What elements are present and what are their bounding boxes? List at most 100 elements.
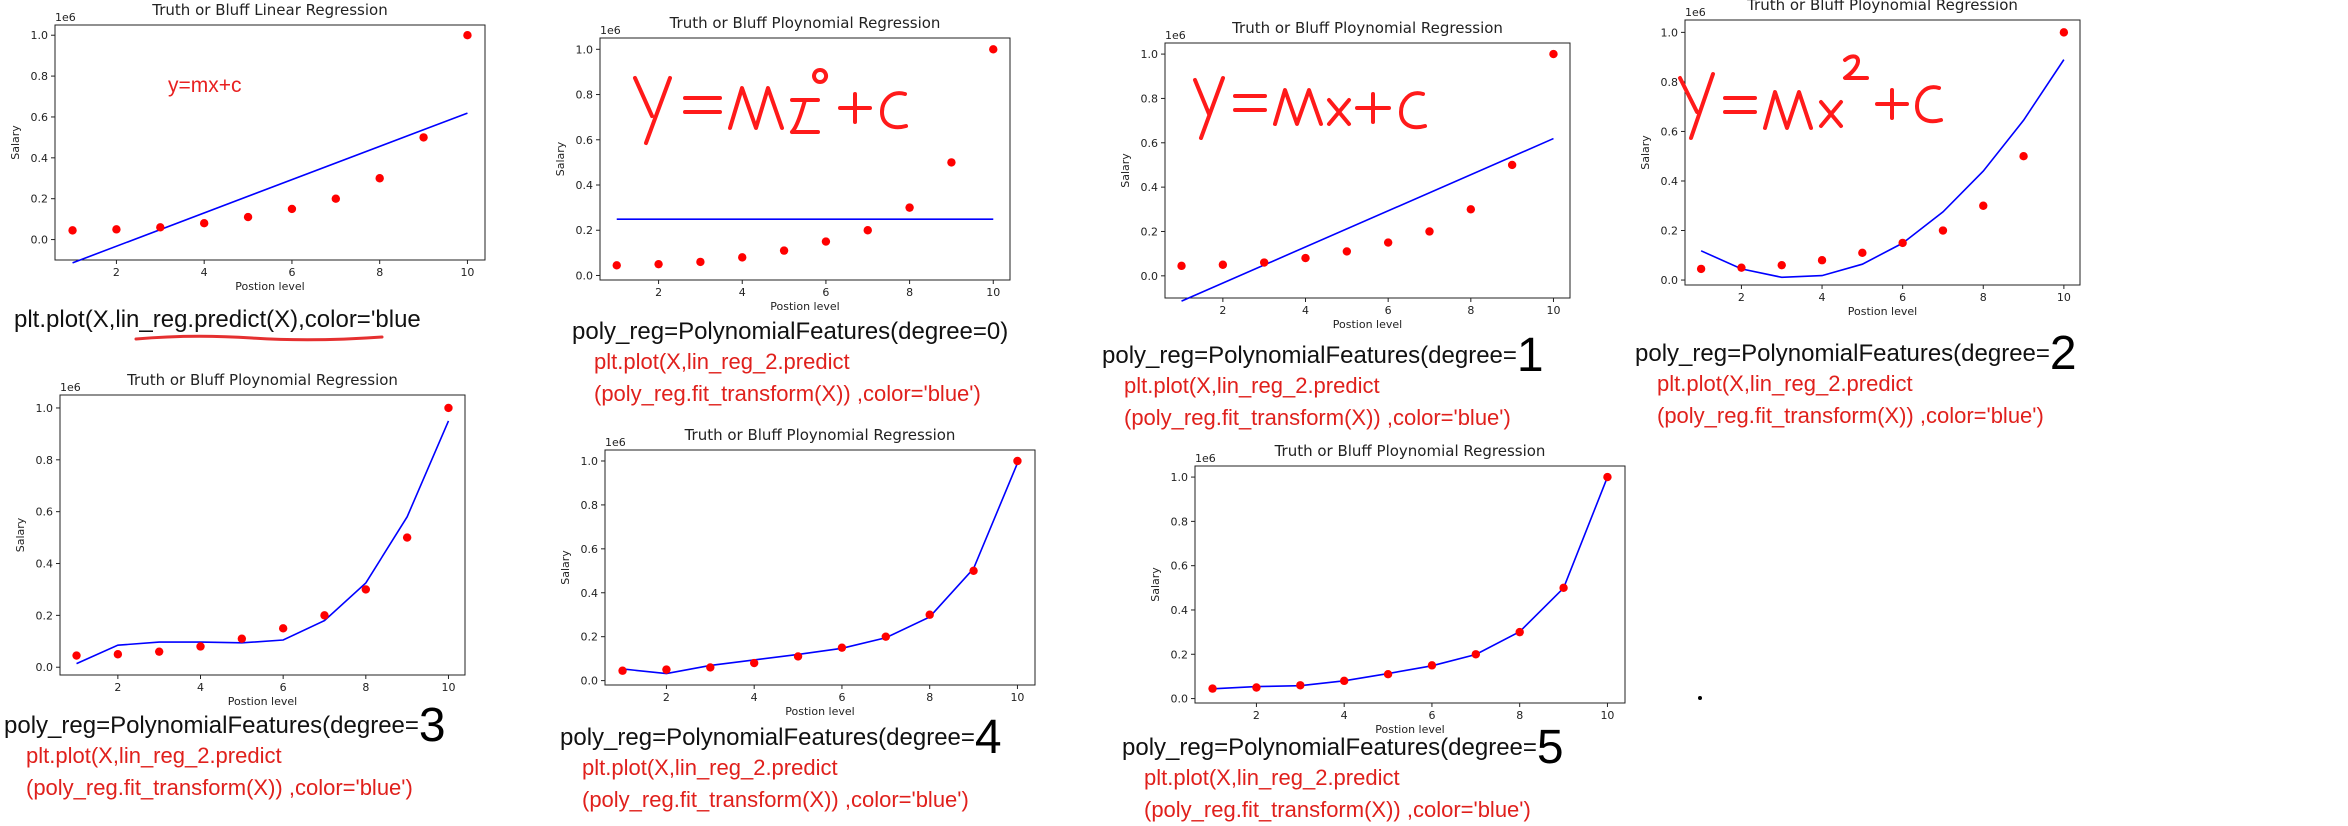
y-scale-label: 1e6 [1685,6,1706,19]
caption-code-line: plt.plot(X,lin_reg.predict(X),color='blu… [14,306,421,333]
y-tick-label: 0.8 [581,499,599,512]
x-tick-label: 6 [822,286,829,299]
caption-code-line: poly_reg=PolynomialFeatures(degree=3 [4,699,446,752]
plot-frame [1164,42,1571,299]
y-tick-label: 0.2 [576,224,594,237]
data-point [154,647,164,656]
plot-frame [599,37,1011,281]
chart-svg: Truth or Bluff Ploynomial Regression 1e6 2… [554,14,1011,313]
chart-poly-degree-0: Truth or Bluff Ploynomial Regression 1e6 2… [554,8,1030,313]
x-tick-label: 10 [2057,291,2071,304]
y-tick-label: 0.6 [31,111,49,124]
y-tick-label: 0.2 [36,609,54,622]
chart-svg: Truth or Bluff Linear Regression 1e6 2 4 6 8 1… [9,1,486,293]
y-tick-label: 0.0 [31,234,49,247]
x-tick-label: 2 [1253,709,1260,722]
x-tick-label: 4 [197,681,204,694]
caption-red-line-2: (poly_reg.fit_transform(X)) ,color='blue… [582,787,969,812]
x-tick-label: 6 [1385,304,1392,317]
data-point [1383,670,1393,679]
x-tick-label: 2 [1219,304,1226,317]
equation-annotation: y=mx+c [168,74,242,97]
y-tick-label: 0.8 [36,454,54,467]
caption-red-line-2: (poly_reg.fit_transform(X)) ,color='blue… [594,381,981,406]
caption-red-line-2: (poly_reg.fit_transform(X)) ,color='blue… [1124,405,1511,430]
x-tick-label: 2 [113,266,120,279]
y-tick-label: 0.8 [1661,76,1679,89]
data-point [1858,248,1867,258]
regression-line [1181,137,1554,302]
chart-poly-degree-1: Truth or Bluff Ploynomial Regression 1e6 2… [1105,8,1585,331]
regression-line [72,112,468,264]
caption-red-line-1: plt.plot(X,lin_reg_2.predict [582,755,838,780]
data-point [793,652,803,661]
handwritten-degree: 4 [974,711,1002,764]
data-point [419,133,428,142]
data-point [612,261,621,270]
chart-poly-degree-3: Truth or Bluff Ploynomial Regression 1e6 2… [0,370,480,708]
y-tick-label: 1.0 [36,402,54,415]
x-tick-label: 6 [280,681,287,694]
y-axis-label: Salary [1639,135,1652,170]
plot-frame [1194,465,1626,704]
y-tick-label: 0.8 [1141,92,1159,105]
caption-red-line-1: plt.plot(X,lin_reg_2.predict [1144,765,1400,790]
x-tick-label: 8 [1467,304,1474,317]
y-axis-label: Salary [14,517,27,552]
data-point [72,651,81,660]
caption-degree-5: poly_reg=PolynomialFeatures(degree=5 plt… [1122,720,1564,826]
data-point [779,246,789,255]
data-point [1515,627,1524,637]
caption-code-line: poly_reg=PolynomialFeatures(degree=4 [560,711,1002,764]
chart-poly-degree-4: Truth or Bluff Ploynomial Regression 1e6 2… [545,420,1045,718]
x-axis-label: Postion level [1375,723,1444,736]
data-point [1383,238,1393,247]
data-point [1218,260,1228,269]
data-point [196,642,205,651]
y-tick-label: 0.6 [1661,125,1679,138]
red-underline-scribble [134,334,384,342]
data-point [444,403,453,413]
data-point [947,158,956,167]
x-axis-label: Postion level [770,300,839,313]
handwritten-degree: 3 [418,699,446,752]
data-point [1549,49,1558,59]
x-tick-label: 10 [986,286,1000,299]
chart-poly-degree-5: Truth or Bluff Ploynomial Regression 1e6 2… [1135,436,1635,736]
x-axis-label: Postion level [228,695,297,708]
y-tick-label: 0.2 [1141,225,1159,238]
handwritten-degree: 5 [1536,721,1564,774]
x-axis-label: Postion level [235,280,304,293]
data-point [706,663,715,672]
handwritten-equation [1193,76,1427,140]
x-tick-label: 4 [1819,291,1826,304]
y-tick-label: 0.0 [576,269,594,282]
x-tick-label: 10 [1010,691,1024,704]
data-point [361,585,371,594]
data-point [1296,681,1305,690]
chart-title: Truth or Bluff Ploynomial Regression [1746,0,2018,14]
x-tick-label: 10 [1600,709,1614,722]
plot-frame [59,394,466,676]
y-tick-label: 0.6 [1141,137,1159,150]
x-axis-label: Postion level [1848,305,1917,318]
x-axis-label: Postion level [1333,318,1402,331]
data-point [243,212,253,222]
caption-code-line: poly_reg=PolynomialFeatures(degree=2 [1635,327,2077,380]
x-tick-label: 8 [1516,709,1523,722]
data-point [1696,264,1706,274]
caption-red-line-1: plt.plot(X,lin_reg_2.predict [594,349,850,374]
caption-red-line-1: plt.plot(X,lin_reg_2.predict [26,743,282,768]
chart-title: Truth or Bluff Ploynomial Regression [126,371,398,389]
y-scale-label: 1e6 [1195,452,1216,465]
data-point [1507,160,1517,170]
data-point [1177,261,1186,271]
y-tick-label: 0.2 [1171,648,1189,661]
chart-title: Truth or Bluff Ploynomial Regression [684,426,956,444]
caption-degree-0: poly_reg=PolynomialFeatures(degree=0) pl… [572,318,1008,410]
data-point [1938,226,1948,235]
stray-dot [1698,696,1702,700]
data-point [287,204,297,214]
chart-linear-regression: Truth or Bluff Linear Regression 1e6 2 4 6 8 1… [0,0,500,300]
y-scale-label: 1e6 [600,24,621,37]
